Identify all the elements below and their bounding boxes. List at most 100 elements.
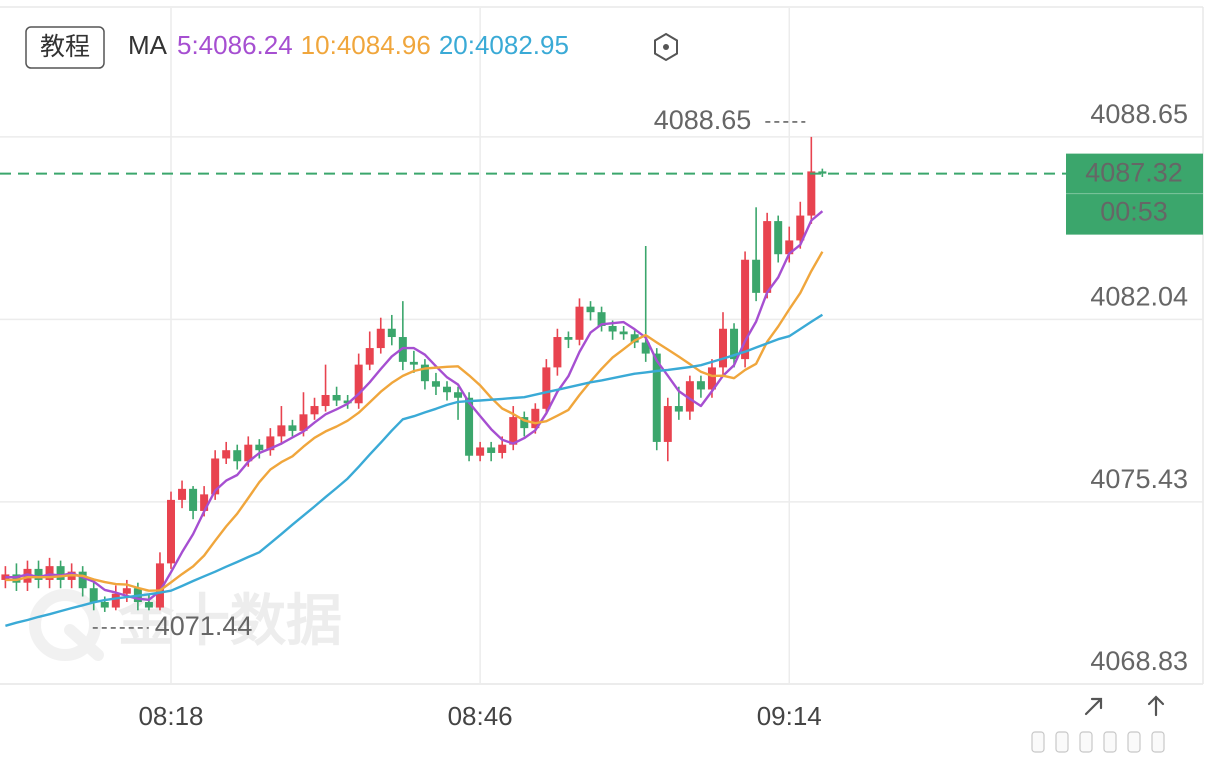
candle-body <box>12 574 21 583</box>
candle-body <box>542 367 551 409</box>
watermark: 金十数据 <box>117 589 342 654</box>
candle-body <box>465 397 474 456</box>
y-tick-label: 4082.04 <box>1090 281 1188 311</box>
expand-icon[interactable] <box>1084 697 1103 716</box>
legend: 5:4086.24 10:4084.96 20:4082.95 <box>177 30 569 60</box>
settings-icon[interactable] <box>654 32 678 62</box>
candle-body <box>200 494 209 511</box>
watermark-logo <box>29 589 104 661</box>
candle-body <box>244 444 253 462</box>
candle-body <box>1 574 10 580</box>
x-tick-label: 08:18 <box>138 701 203 731</box>
plot <box>0 121 1066 629</box>
candle-body <box>752 259 761 293</box>
candle-body <box>796 215 805 241</box>
candle-body <box>685 381 694 412</box>
candle-body <box>807 171 816 216</box>
candle-body <box>321 394 330 407</box>
candle-body <box>78 571 87 589</box>
x-tick-label: 09:14 <box>757 701 822 731</box>
candle-body <box>785 240 794 255</box>
candle-body <box>167 499 175 564</box>
candle-body <box>741 259 750 360</box>
legend-entry: 20:4082.95 <box>439 30 569 60</box>
candle-body <box>233 450 242 462</box>
candle-body <box>56 566 65 580</box>
candle-body <box>155 563 164 608</box>
candle-body <box>520 417 529 429</box>
candle-body <box>674 406 683 412</box>
candle-body <box>144 602 153 608</box>
candle-body <box>34 568 43 580</box>
high-label: 4088.65 <box>654 105 752 135</box>
candle-body <box>730 328 739 360</box>
candle-body <box>310 406 319 415</box>
candle-body <box>564 337 573 340</box>
candle-body <box>420 364 429 382</box>
candle-body <box>288 425 297 431</box>
candle-body <box>454 392 463 398</box>
candle-body <box>443 386 451 393</box>
candle-body <box>663 406 672 442</box>
y-tick-label: 4075.43 <box>1090 464 1188 494</box>
candle-body <box>630 334 639 343</box>
candle-body <box>586 306 595 313</box>
candle-body <box>696 381 705 390</box>
ma-line <box>5 313 824 627</box>
candle-body <box>332 394 341 401</box>
tutorial-button[interactable] <box>25 26 105 69</box>
candle-body <box>763 221 772 293</box>
candle-body <box>531 408 540 429</box>
candle-body <box>707 367 716 390</box>
candle-body <box>211 458 220 495</box>
candle-body <box>354 364 363 404</box>
candle-body <box>619 331 628 335</box>
candle-body <box>178 488 187 500</box>
last-price-label: 4087.32 <box>1085 158 1183 188</box>
candle-body <box>431 381 440 387</box>
candle-body <box>652 353 661 442</box>
y-tick-label: 4088.65 <box>1090 99 1188 129</box>
candle-body <box>23 568 32 583</box>
candle-body <box>100 602 109 608</box>
candle-body <box>266 436 275 451</box>
candle-body <box>45 566 54 580</box>
ma-line <box>5 251 824 592</box>
candle-body <box>641 342 650 354</box>
candle-body <box>476 447 485 456</box>
candle-body <box>189 488 198 511</box>
ma-line <box>5 210 824 601</box>
candle-body <box>222 450 231 459</box>
candle-body <box>387 328 396 338</box>
candle-body <box>597 312 606 326</box>
candle-body <box>818 171 827 174</box>
candle-body <box>277 425 286 437</box>
grid <box>0 8 1203 685</box>
candle-body <box>376 328 385 349</box>
candle-body <box>575 306 584 340</box>
x-tick-label: 08:46 <box>448 701 513 731</box>
candle-body <box>409 361 418 365</box>
countdown: 00:53 <box>1100 197 1168 227</box>
candle-body <box>487 447 496 453</box>
y-tick-label: 4068.83 <box>1090 646 1188 676</box>
candle-body <box>608 325 617 332</box>
candle-body <box>365 348 374 365</box>
legend-entry: 10:4084.96 <box>301 30 431 60</box>
legend-entry: 5:4086.24 <box>177 30 293 60</box>
candle-body <box>509 417 518 445</box>
candle-body <box>299 414 308 431</box>
scroll-top-icon[interactable] <box>1147 695 1165 717</box>
candle-body <box>774 221 783 255</box>
candle-body <box>553 337 562 368</box>
candle-body <box>122 588 131 594</box>
last-price-box <box>1066 153 1203 235</box>
candle-body <box>89 588 98 603</box>
candle-body <box>343 400 352 404</box>
low-label: 4071.44 <box>155 611 253 641</box>
ma-label: MA <box>128 30 168 60</box>
candle-body <box>111 593 120 608</box>
tutorial-button-label[interactable]: 教程 <box>40 32 90 61</box>
